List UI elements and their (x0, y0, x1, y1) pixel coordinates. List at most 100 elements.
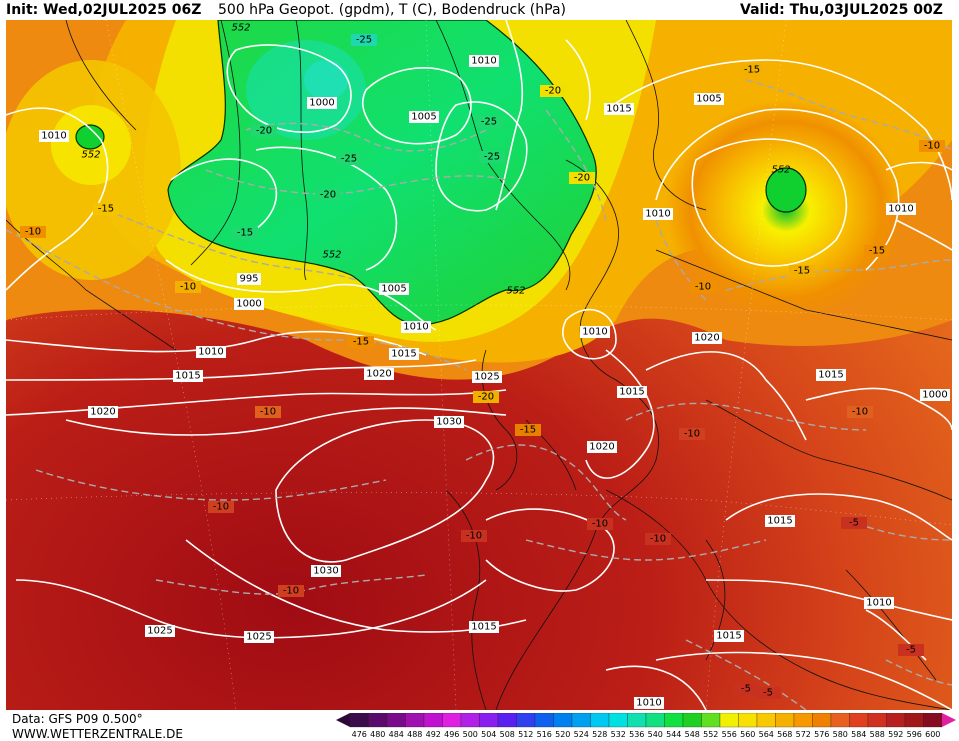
temperature-labels: -25 -20 -25 -20 -25 -25 -20 -20 -15 -15 … (20, 34, 945, 699)
svg-text:-15: -15 (237, 228, 253, 239)
colorbar-tick-label: 584 (851, 730, 866, 739)
isobar-label: 1010 (864, 597, 894, 609)
colorbar-tick-label: 540 (648, 730, 663, 739)
colorbar-swatch (405, 713, 425, 728)
colorbar: 476 480 484 488 492 496 500 504 508 512 516 520 524 5… (336, 713, 956, 739)
isobar-labels: 1010 1000 1005 1010 1015 1005 1010 995 1… (39, 55, 950, 709)
colorbar-swatch (775, 713, 795, 728)
isobar-label: 1005 (694, 93, 724, 105)
colorbar-tick-label: 568 (777, 730, 792, 739)
colorbar-tick-label: 536 (629, 730, 644, 739)
colorbar-tick-label: 572 (796, 730, 811, 739)
svg-text:-25: -25 (481, 117, 497, 128)
isobar-label: 1000 (920, 389, 950, 401)
colorbar-tick-label: 596 (907, 730, 922, 739)
temp-label: -25 (351, 34, 377, 46)
isobar-label: 1020 (88, 406, 118, 418)
svg-text:1030: 1030 (313, 566, 338, 577)
temp-label: -10 (847, 406, 873, 418)
colorbar-tick-label: 560 (740, 730, 755, 739)
colorbar-tick-label: 588 (870, 730, 885, 739)
svg-text:1000: 1000 (236, 299, 261, 310)
svg-text:1015: 1015 (818, 370, 843, 381)
svg-text:-10: -10 (25, 227, 41, 238)
isobar-label: 1005 (379, 283, 409, 295)
temp-label: -10 (20, 226, 46, 238)
svg-text:-10: -10 (466, 531, 482, 542)
temp-label: -15 (93, 203, 119, 215)
svg-text:1000: 1000 (922, 390, 947, 401)
isobar-label: 1015 (714, 630, 744, 642)
temp-label: -15 (232, 227, 258, 239)
colorbar-swatch (645, 713, 665, 728)
colorbar-tick-label: 580 (833, 730, 848, 739)
temp-label: -10 (208, 501, 234, 513)
isobar-label: 1025 (145, 625, 175, 637)
colorbar-tick-label: 544 (666, 730, 681, 739)
isobar-label: 1015 (816, 369, 846, 381)
colorbar-tick-label: 500 (463, 730, 478, 739)
colorbar-tick-label: 564 (759, 730, 774, 739)
svg-text:-15: -15 (353, 337, 369, 348)
isobar-label: 1010 (886, 203, 916, 215)
isobar-label: 1015 (604, 103, 634, 115)
colorbar-swatch (867, 713, 887, 728)
svg-text:-10: -10 (180, 282, 196, 293)
svg-text:-15: -15 (744, 65, 760, 76)
svg-text:-10: -10 (650, 534, 666, 545)
valid-time-label: Valid: Thu,03JUL2025 00Z (740, 2, 943, 18)
isobar-label: 1015 (389, 348, 419, 360)
isobar-label: 1025 (472, 371, 502, 383)
svg-text:-5: -5 (741, 684, 751, 695)
svg-text:1020: 1020 (366, 369, 391, 380)
colorbar-swatch (423, 713, 443, 728)
temp-label: -5 (733, 683, 759, 695)
colorbar-swatch (553, 713, 573, 728)
temp-label: -25 (336, 153, 362, 165)
svg-text:-25: -25 (356, 35, 372, 46)
colorbar-tick-label: 516 (537, 730, 552, 739)
colorbar-tick-label: 592 (888, 730, 903, 739)
colorbar-swatch (386, 713, 406, 728)
svg-text:1005: 1005 (411, 112, 436, 123)
svg-text:1010: 1010 (198, 347, 223, 358)
colorbar-tick-label: 496 (444, 730, 459, 739)
svg-text:1030: 1030 (436, 417, 461, 428)
isobar-label: 1010 (401, 321, 431, 333)
svg-text:995: 995 (239, 274, 258, 285)
isobar-label: 1015 (617, 386, 647, 398)
svg-text:-10: -10 (684, 429, 700, 440)
svg-text:1015: 1015 (767, 516, 792, 527)
svg-text:1010: 1010 (636, 698, 661, 709)
temp-label: -10 (461, 530, 487, 542)
data-source-label: Data: GFS P09 0.500° (12, 712, 143, 726)
temp-label: -5 (841, 517, 867, 529)
svg-text:-5: -5 (763, 688, 773, 699)
isobar-label: 1005 (409, 111, 439, 123)
temp-label: -15 (789, 265, 815, 277)
svg-text:552: 552 (231, 23, 250, 34)
svg-text:1010: 1010 (41, 131, 66, 142)
geopot-label: 552 (231, 23, 250, 34)
colorbar-swatch (904, 713, 924, 728)
temp-label: -10 (690, 281, 716, 293)
svg-text:1020: 1020 (589, 442, 614, 453)
temp-label: -25 (479, 151, 505, 163)
svg-text:-20: -20 (574, 173, 590, 184)
isobar-label: 1030 (434, 416, 464, 428)
temp-label: -10 (679, 428, 705, 440)
isobar-label: 1010 (634, 697, 664, 709)
colorbar-swatch (608, 713, 628, 728)
temp-label: -5 (898, 644, 924, 656)
isobar-label: 1020 (364, 368, 394, 380)
svg-text:-15: -15 (869, 246, 885, 257)
isobar-label: 1000 (234, 298, 264, 310)
isobar-label: 1010 (469, 55, 499, 67)
colorbar-tick-label: 484 (389, 730, 404, 739)
colorbar-swatch (923, 713, 943, 728)
svg-text:1010: 1010 (866, 598, 891, 609)
svg-text:-10: -10 (592, 519, 608, 530)
temp-label: -15 (864, 245, 890, 257)
colorbar-tick-label: 480 (370, 730, 385, 739)
temp-label: -20 (251, 125, 277, 137)
